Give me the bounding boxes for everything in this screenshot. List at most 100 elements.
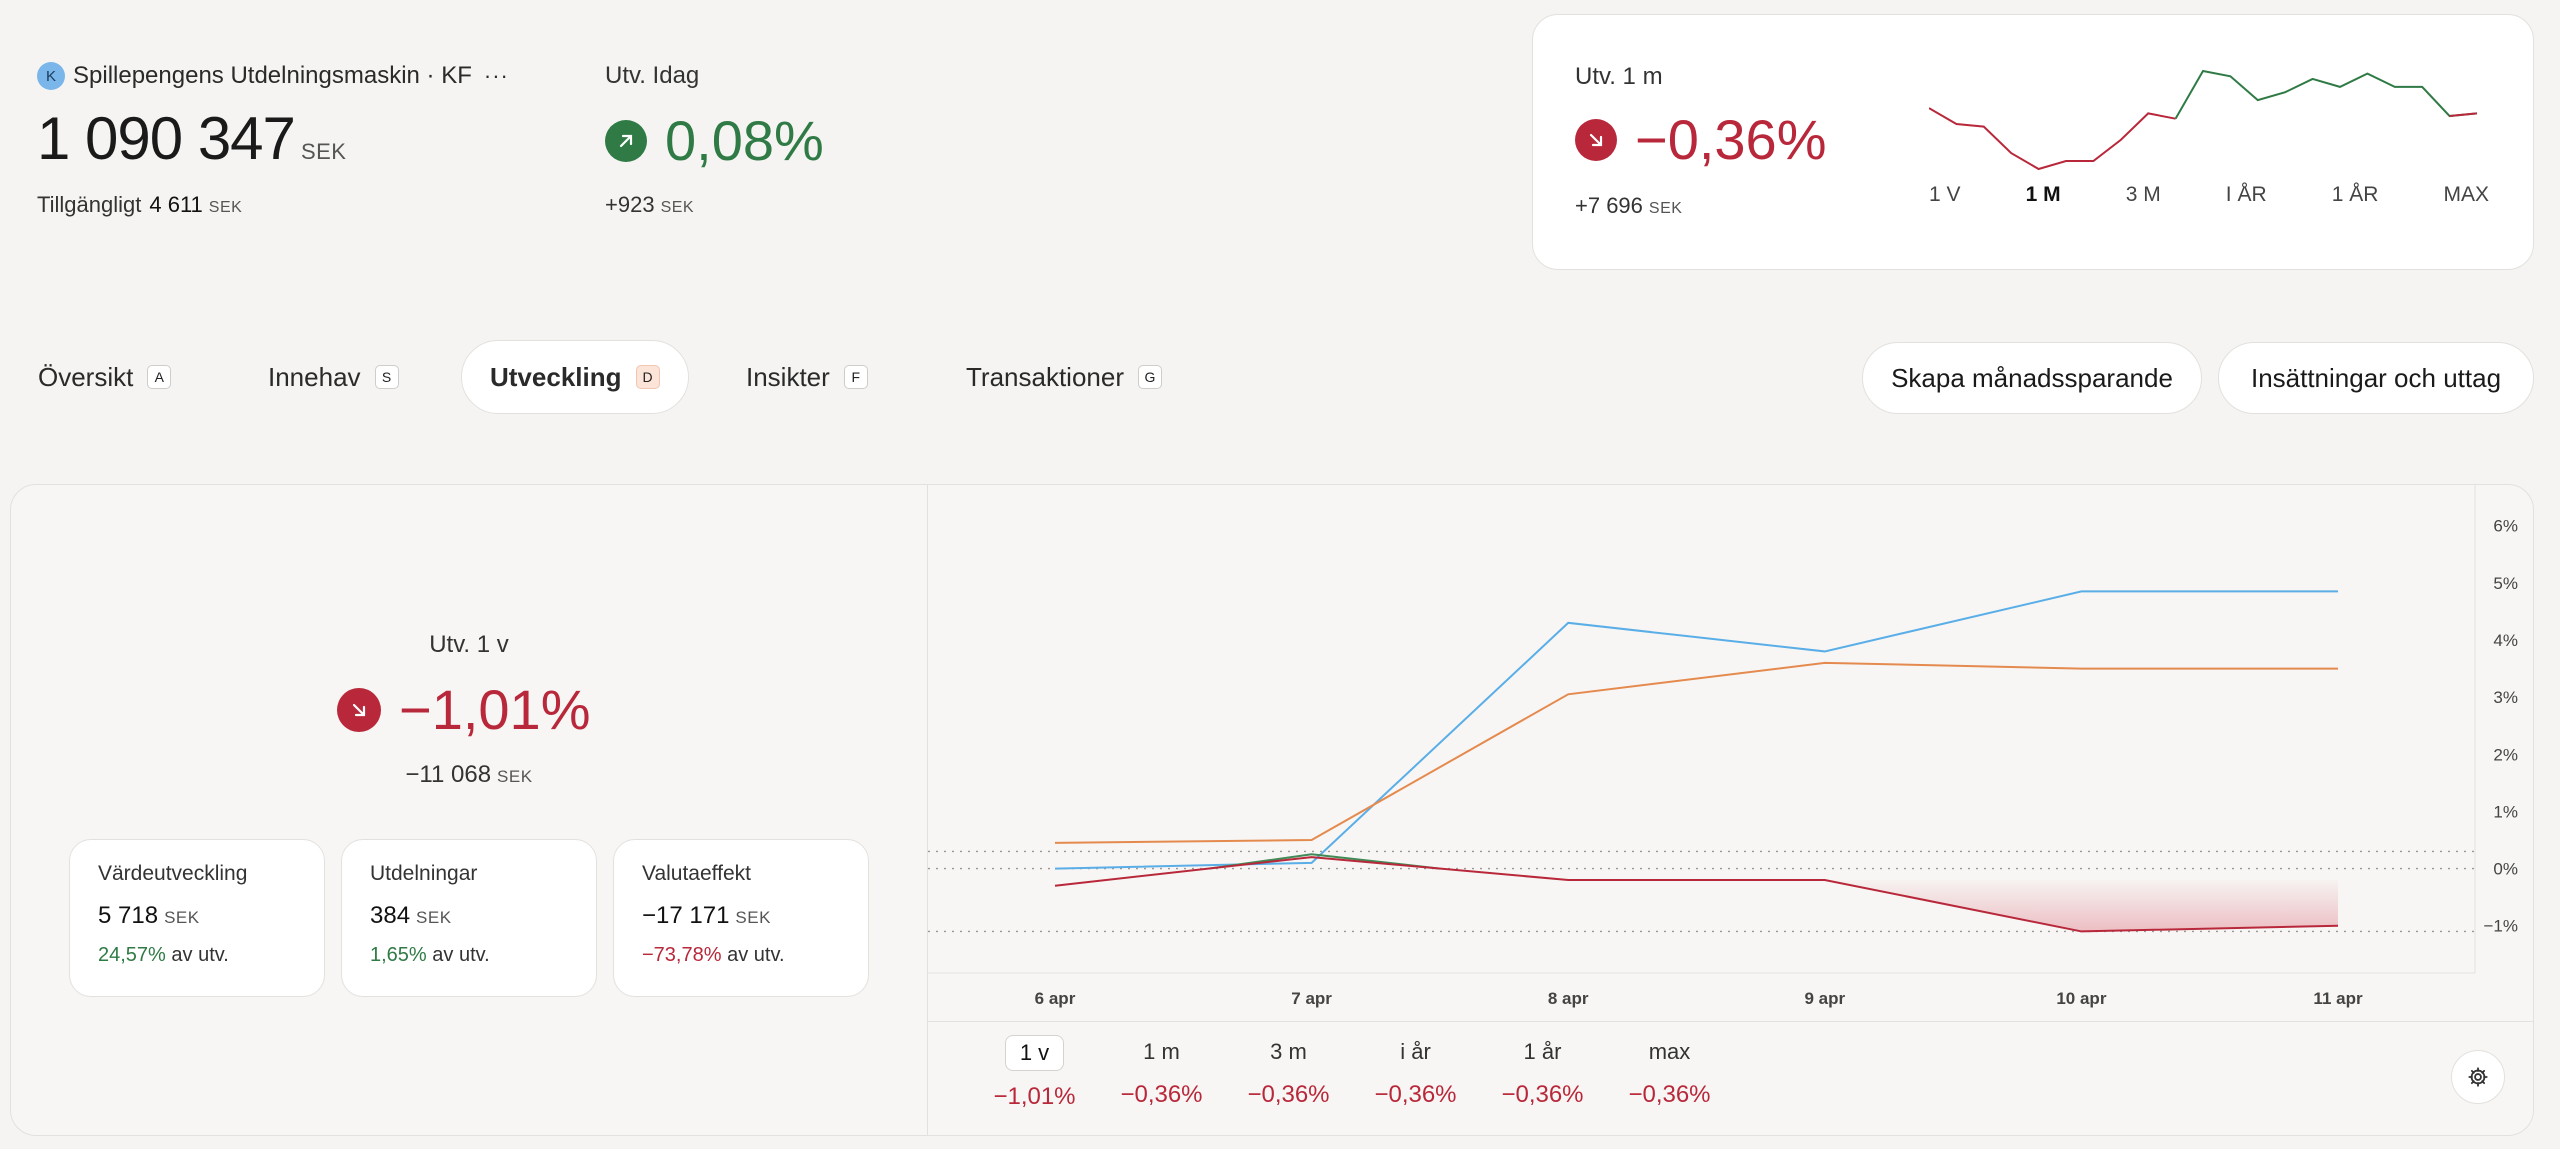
tab-label: Utveckling: [490, 361, 622, 392]
tab-transaktioner[interactable]: Transaktioner G: [948, 340, 1180, 414]
shortcut-key: G: [1138, 365, 1162, 389]
series-line-3: [1054, 856, 2339, 933]
period-value: −0,36%: [1120, 1081, 1203, 1108]
sparkline-negative-segment: [1929, 107, 2176, 171]
period-option[interactable]: 1 år −0,36%: [1479, 1035, 1606, 1111]
y-tick-label: 4%: [2493, 631, 2518, 650]
sparkline-negative-segment: [2449, 112, 2477, 118]
period-option[interactable]: 3 M: [2125, 183, 2161, 206]
x-tick-label: 11 apr: [2313, 989, 2363, 1008]
card-value: −17 171: [642, 902, 730, 929]
card-share: 24,57%: [98, 944, 166, 966]
period-option[interactable]: 1 M: [2025, 183, 2061, 206]
period-option[interactable]: max −0,36%: [1606, 1035, 1733, 1111]
tab-oversikt[interactable]: Översikt A: [20, 340, 189, 414]
tab-label: Översikt: [38, 361, 134, 392]
period-option[interactable]: 1 ÅR: [2331, 183, 2379, 206]
currency-label: SEK: [660, 199, 695, 216]
period-option[interactable]: MAX: [2443, 183, 2489, 206]
period-label: 1 m: [1143, 1039, 1180, 1064]
arrow-down-right-icon: [337, 687, 381, 732]
month-pct: −0,36%: [1635, 108, 1827, 171]
period-option[interactable]: I ÅR: [2225, 183, 2267, 206]
period-selector: 1 v −1,01% 1 m −0,36% 3 m −0,36% i år −0,36% 1 å…: [971, 1035, 1733, 1111]
sparkline-periods: 1 V 1 M 3 M I ÅR 1 ÅR MAX: [1929, 183, 2489, 207]
period-value: −0,36%: [1247, 1081, 1330, 1108]
y-tick-label: 0%: [2493, 860, 2518, 879]
card-value: 384: [370, 902, 411, 929]
tab-insikter[interactable]: Insikter F: [728, 340, 886, 414]
account-name: Spillepengens Utdelningsmaskin · KF: [73, 62, 472, 89]
tab-label: Innehav: [268, 361, 361, 392]
period-option[interactable]: 1 v −1,01%: [971, 1035, 1098, 1111]
more-icon[interactable]: ···: [483, 63, 509, 88]
available-balance: Tillgängligt 4 611 SEK: [37, 192, 242, 218]
negative-area: [1722, 880, 2338, 932]
period-option[interactable]: i år −0,36%: [1352, 1035, 1479, 1111]
x-tick-label: 6 apr: [1035, 989, 1076, 1008]
create-monthly-saving-button[interactable]: Skapa månadssparande: [1862, 342, 2202, 414]
tab-utveckling[interactable]: Utveckling D: [461, 340, 689, 414]
tab-label: Transaktioner: [966, 361, 1124, 392]
y-tick-label: 6%: [2493, 517, 2518, 536]
period-option[interactable]: 3 m −0,36%: [1225, 1035, 1352, 1111]
y-tick-label: −1%: [2484, 917, 2519, 936]
settings-button[interactable]: [2451, 1050, 2505, 1104]
card-share-suffix: av utv.: [171, 944, 229, 966]
week-abs-amount: −11 068: [405, 761, 492, 788]
account-title[interactable]: K Spillepengens Utdelningsmaskin · KF ··…: [37, 62, 509, 90]
period-label: 1 v: [1004, 1035, 1065, 1071]
account-badge: K: [37, 62, 65, 90]
currency-label: SEK: [497, 767, 533, 786]
week-change: −1,01%: [337, 677, 591, 742]
card-share: 1,65%: [370, 944, 427, 966]
x-tick-label: 8 apr: [1548, 989, 1589, 1008]
period-option[interactable]: 1 m −0,36%: [1098, 1035, 1225, 1111]
value-change-card[interactable]: Värdeutveckling 5 718 SEK 24,57% av utv.: [69, 839, 325, 997]
y-tick-label: 5%: [2493, 574, 2518, 593]
y-tick-label: 1%: [2493, 802, 2518, 821]
divider: [927, 485, 928, 1135]
card-title: Värdeutveckling: [98, 862, 248, 885]
development-panel: Utv. 1 v −1,01% −11 068 SEK Värdeutveckli…: [10, 484, 2534, 1136]
development-chart[interactable]: 6% 5% 4% 3% 2% 1% 0% −1% 6 apr 7 apr 8 apr 9 apr 10 …: [928, 485, 2534, 1011]
period-option[interactable]: 1 V: [1929, 183, 1961, 206]
card-value: 5 718: [98, 902, 159, 929]
period-value: −0,36%: [1501, 1081, 1584, 1108]
dividends-card[interactable]: Utdelningar 384 SEK 1,65% av utv.: [341, 839, 597, 997]
arrow-down-right-icon: [1575, 118, 1617, 161]
currency-effect-card[interactable]: Valutaeffekt −17 171 SEK −73,78% av utv.: [613, 839, 869, 997]
currency-label: SEK: [416, 908, 452, 927]
y-tick-label: 3%: [2493, 688, 2518, 707]
currency-label: SEK: [300, 139, 347, 164]
week-abs: −11 068 SEK: [11, 761, 927, 789]
today-abs-amount: +923: [605, 192, 655, 217]
period-label: 3 m: [1270, 1039, 1307, 1064]
period-value: −0,36%: [1374, 1081, 1457, 1108]
deposits-withdrawals-button[interactable]: Insättningar och uttag: [2218, 342, 2534, 414]
month-abs-amount: +7 696: [1575, 193, 1643, 218]
account-value: 1 090 347 SEK: [37, 104, 346, 173]
card-share-suffix: av utv.: [727, 944, 785, 966]
series-line-1: [1054, 661, 2338, 844]
month-change: −0,36%: [1575, 107, 1827, 172]
today-label: Utv. Idag: [605, 62, 700, 89]
available-label: Tillgängligt: [37, 192, 142, 217]
period-value: −1,01%: [993, 1083, 1076, 1110]
y-tick-label: 2%: [2493, 745, 2518, 764]
period-label: max: [1648, 1039, 1691, 1064]
sparkline-positive-segment: [2174, 69, 2477, 120]
tab-label: Insikter: [746, 361, 830, 392]
series-line-0: [1054, 590, 2338, 870]
card-share: −73,78%: [642, 944, 722, 966]
week-label: Utv. 1 v: [429, 631, 509, 658]
divider: [928, 1021, 2533, 1022]
today-change: 0,08%: [605, 108, 824, 173]
shortcut-key: D: [635, 365, 660, 389]
period-value: −0,36%: [1628, 1081, 1711, 1108]
currency-label: SEK: [164, 908, 200, 927]
tab-innehav[interactable]: Innehav S: [250, 340, 417, 414]
month-abs: +7 696 SEK: [1575, 193, 1682, 219]
card-title: Valutaeffekt: [642, 862, 751, 885]
